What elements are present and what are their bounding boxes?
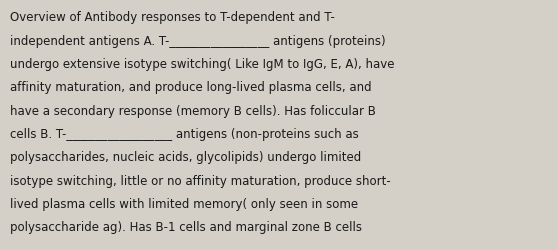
Text: polysaccharide ag). Has B-1 cells and marginal zone B cells: polysaccharide ag). Has B-1 cells and ma… (10, 220, 362, 234)
Text: polysaccharides, nucleic acids, glycolipids) undergo limited: polysaccharides, nucleic acids, glycolip… (10, 151, 361, 164)
Text: lived plasma cells with limited memory( only seen in some: lived plasma cells with limited memory( … (10, 197, 358, 210)
Text: independent antigens A. T-_________________ antigens (proteins): independent antigens A. T-______________… (10, 34, 386, 48)
Text: Overview of Antibody responses to T-dependent and T-: Overview of Antibody responses to T-depe… (10, 11, 335, 24)
Text: isotype switching, little or no affinity maturation, produce short-: isotype switching, little or no affinity… (10, 174, 391, 187)
Text: cells B. T-__________________ antigens (non-proteins such as: cells B. T-__________________ antigens (… (10, 128, 359, 140)
Text: have a secondary response (memory B cells). Has foliccular B: have a secondary response (memory B cell… (10, 104, 376, 117)
Text: undergo extensive isotype switching( Like IgM to IgG, E, A), have: undergo extensive isotype switching( Lik… (10, 58, 395, 71)
Text: affinity maturation, and produce long-lived plasma cells, and: affinity maturation, and produce long-li… (10, 81, 372, 94)
